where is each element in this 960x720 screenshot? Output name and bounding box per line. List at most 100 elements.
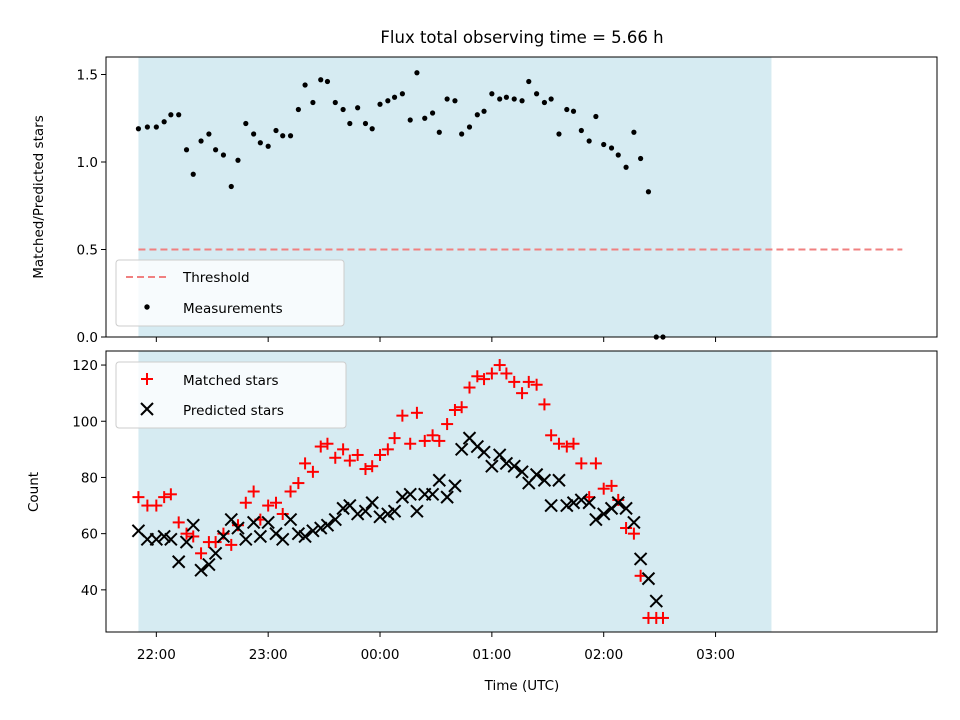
predicted-stars-point: [224, 512, 238, 527]
x-axis-label: Time (UTC): [484, 678, 560, 694]
matched-stars-point: [276, 507, 289, 520]
predicted-stars-point: [529, 467, 544, 482]
predicted-stars-point: [320, 518, 335, 532]
y-tick-label: 40: [81, 583, 98, 599]
ratio-y-axis-label: Matched/Predicted stars: [31, 115, 47, 278]
y-tick-label: 0.5: [77, 243, 98, 259]
predicted-stars-point: [582, 496, 596, 510]
measurement-point: [474, 112, 480, 118]
matched-stars-point: [478, 373, 491, 386]
matched-stars-point: [522, 375, 535, 388]
panel-counts: 40 60 80 100 120 22:00 23:00 00:00 01:00 02:00 03…: [26, 350, 938, 694]
measurement-point: [257, 140, 263, 146]
measurement-point: [489, 91, 495, 97]
predicted-stars-point: [425, 487, 440, 502]
matched-stars-point: [589, 457, 602, 470]
predicted-stars-point: [641, 571, 656, 586]
matched-stars-point: [343, 454, 356, 467]
measurement-point: [407, 117, 413, 123]
measurement-point: [399, 91, 405, 97]
predicted-stars-point: [477, 445, 491, 459]
matched-stars-point: [132, 491, 145, 504]
measurement-point: [287, 133, 294, 139]
measurement-point: [153, 124, 159, 130]
matched-stars-point: [471, 370, 484, 383]
matched-stars-point: [374, 448, 387, 461]
matched-stars-point: [538, 398, 551, 411]
predicted-stars-point: [387, 504, 402, 518]
chart-title: Flux total observing time = 5.66 h: [380, 28, 663, 47]
matched-stars-point: [359, 463, 372, 476]
measurement-point: [503, 94, 510, 100]
predicted-stars-point: [395, 490, 410, 504]
predicted-stars-point: [589, 512, 603, 527]
predicted-markers: [131, 431, 663, 608]
matched-stars-point: [396, 409, 409, 422]
measurement-point: [220, 152, 227, 158]
predicted-stars-point: [492, 448, 507, 462]
panel-ratio: 0.0 0.5 1.0 1.5 Matched/Predicted stars Thr…: [31, 56, 938, 346]
matched-stars-point: [656, 611, 669, 624]
predicted-stars-point: [619, 501, 633, 516]
predicted-stars-point: [239, 532, 253, 546]
counts-legend-box: [115, 361, 347, 429]
predicted-stars-point: [515, 465, 529, 479]
measurement-point: [377, 101, 383, 107]
matched-stars-point: [164, 488, 177, 501]
predicted-stars-point: [649, 594, 663, 608]
matched-stars-point: [292, 477, 305, 490]
measurement-point: [466, 124, 473, 130]
measurement-point: [324, 78, 331, 85]
predicted-stars-point: [306, 524, 320, 538]
measurement-point: [318, 77, 324, 83]
measurement-point: [251, 131, 257, 137]
matched-stars-point: [262, 499, 275, 512]
matched-stars-point: [620, 522, 633, 535]
matched-stars-point: [530, 378, 543, 391]
measurement-point: [190, 171, 196, 177]
predicted-stars-point: [164, 532, 178, 546]
predicted-stars-point: [246, 515, 261, 530]
measurement-point: [533, 91, 540, 97]
matched-stars-point: [239, 496, 252, 509]
measurement-point: [452, 98, 458, 104]
y-tick-label: 100: [72, 414, 98, 430]
matched-stars-point: [158, 491, 171, 504]
measurement-point: [422, 115, 428, 121]
measurement-point: [608, 145, 615, 151]
legend-matched-label: Matched stars: [183, 373, 279, 389]
matched-stars-point: [388, 432, 401, 445]
matched-stars-point: [180, 527, 193, 540]
predicted-stars-point: [358, 504, 373, 518]
predicted-stars-point: [440, 490, 454, 504]
predicted-stars-point: [627, 515, 641, 530]
ratio-legend: Threshold Measurements: [115, 259, 345, 327]
measurement-point: [176, 112, 182, 118]
measurement-point: [481, 108, 487, 114]
matched-stars-point: [627, 527, 640, 540]
y-tick-label: 60: [81, 527, 98, 543]
measurement-point: [638, 155, 644, 162]
predicted-stars-point: [216, 529, 231, 544]
predicted-stars-point: [253, 529, 268, 544]
predicted-stars-point: [350, 507, 365, 521]
counts-x-axis: 22:00 23:00 00:00 01:00 02:00 03:00: [137, 632, 735, 663]
measurement-point: [302, 82, 308, 88]
predicted-stars-point: [276, 532, 290, 546]
matched-stars-point: [209, 536, 222, 549]
x-tick-label: 00:00: [361, 647, 400, 663]
matched-stars-point: [426, 429, 439, 442]
legend-matched-swatch: [141, 373, 153, 385]
predicted-stars-point: [381, 507, 395, 521]
measurement-point: [295, 106, 301, 113]
measurement-point: [511, 96, 517, 102]
predicted-stars-point: [314, 521, 328, 535]
measurement-point: [548, 96, 554, 102]
matched-stars-point: [463, 381, 476, 394]
predicted-stars-point: [149, 532, 164, 546]
counts-y-axis-label: Count: [26, 472, 42, 512]
x-tick-label: 01:00: [472, 647, 511, 663]
measurement-point: [391, 94, 398, 100]
matched-stars-point: [567, 437, 580, 450]
